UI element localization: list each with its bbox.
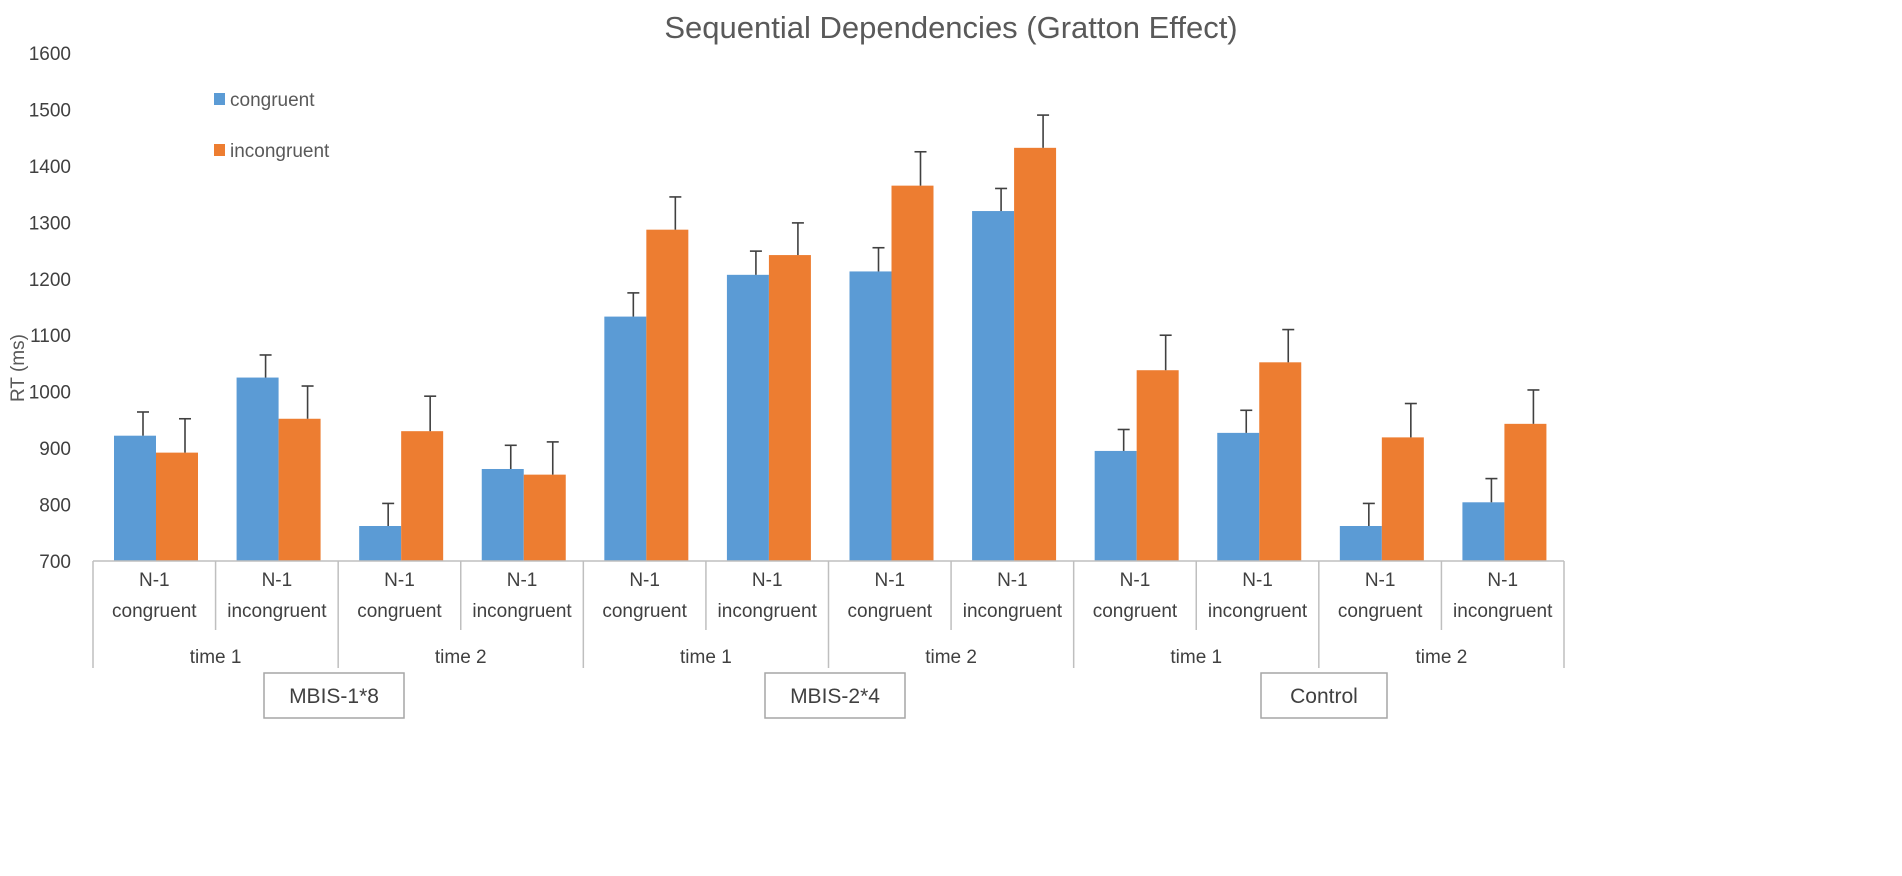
bar-congruent xyxy=(114,435,156,561)
legend: congruent incongruent xyxy=(214,90,330,162)
y-tick-label: 900 xyxy=(39,439,71,460)
legend-label-incongruent: incongruent xyxy=(230,141,330,162)
y-tick-label: 1500 xyxy=(29,100,71,121)
category-trial-label: congruent xyxy=(112,601,197,622)
condition-label: MBIS-1*8 xyxy=(289,685,379,708)
category-trial-label: congruent xyxy=(1093,601,1178,622)
y-tick-label: 1200 xyxy=(29,270,71,291)
category-trial-label: congruent xyxy=(1338,601,1423,622)
condition-label: Control xyxy=(1290,685,1358,708)
time-group-label: time 1 xyxy=(190,647,242,668)
legend-label-congruent: congruent xyxy=(230,90,315,111)
legend-swatch-incongruent xyxy=(214,144,225,156)
category-trial-label: incongruent xyxy=(963,601,1063,622)
time-group-label: time 2 xyxy=(925,647,977,668)
category-prev-label: N-1 xyxy=(1242,570,1273,591)
bar-incongruent xyxy=(1136,370,1179,561)
category-prev-label: N-1 xyxy=(629,570,660,591)
category-trial-label: incongruent xyxy=(718,601,818,622)
category-trial-label: incongruent xyxy=(472,601,572,622)
y-tick-label: 700 xyxy=(39,552,71,573)
bar-congruent xyxy=(849,271,892,561)
y-tick-label: 800 xyxy=(39,496,71,517)
category-prev-label: N-1 xyxy=(139,570,170,591)
category-prev-label: N-1 xyxy=(384,570,415,591)
condition-box xyxy=(1260,672,1388,719)
bar-congruent xyxy=(1462,502,1505,561)
bar-incongruent xyxy=(278,418,321,561)
bar-congruent xyxy=(481,468,524,561)
bar-congruent xyxy=(236,377,279,561)
y-tick-label: 1300 xyxy=(29,213,71,234)
time-group-label: time 1 xyxy=(680,647,732,668)
bar-incongruent xyxy=(891,185,934,561)
axis-lines xyxy=(92,560,1565,668)
chart-title: Sequential Dependencies (Gratton Effect) xyxy=(664,10,1237,45)
time-group-label: time 2 xyxy=(1416,647,1468,668)
bar-incongruent xyxy=(1259,362,1302,561)
bar-congruent xyxy=(726,274,769,561)
condition-label: MBIS-2*4 xyxy=(790,685,880,708)
category-trial-label: congruent xyxy=(848,601,933,622)
bar-congruent xyxy=(1217,432,1260,561)
y-tick-label: 1400 xyxy=(29,157,71,178)
bar-incongruent xyxy=(1504,423,1547,561)
y-axis-label: RT (ms) xyxy=(8,334,29,402)
category-prev-label: N-1 xyxy=(507,570,538,591)
bar-congruent xyxy=(359,526,402,561)
bar-congruent xyxy=(972,211,1015,562)
y-tick-label: 1000 xyxy=(29,383,71,404)
condition-labels: MBIS-1*8 MBIS-2*4 Control xyxy=(263,672,1388,719)
bar-incongruent xyxy=(156,452,198,561)
y-tick-label: 1100 xyxy=(30,326,71,347)
time-group-label: time 1 xyxy=(1170,647,1222,668)
time-group-label: time 2 xyxy=(435,647,487,668)
bars xyxy=(114,114,1547,562)
bar-incongruent xyxy=(1014,147,1057,561)
y-axis-ticks: 700 800 900 1000 1100 1200 1300 1400 1500 1600 xyxy=(29,44,71,573)
condition-box xyxy=(263,672,405,719)
category-prev-label: N-1 xyxy=(1120,570,1151,591)
category-trial-label: incongruent xyxy=(1208,601,1308,622)
bar-incongruent xyxy=(1381,437,1424,561)
category-prev-label: N-1 xyxy=(1487,570,1518,591)
bar-congruent xyxy=(604,316,647,561)
bar-incongruent xyxy=(646,229,689,561)
bar-congruent xyxy=(1094,450,1137,561)
bar-incongruent xyxy=(523,474,566,561)
bar-incongruent xyxy=(401,431,444,561)
category-prev-label: N-1 xyxy=(997,570,1028,591)
category-prev-label: N-1 xyxy=(752,570,783,591)
category-prev-label: N-1 xyxy=(1365,570,1396,591)
category-trial-label: congruent xyxy=(357,601,442,622)
category-prev-label: N-1 xyxy=(262,570,293,591)
category-trial-label: incongruent xyxy=(1453,601,1553,622)
category-trial-label: incongruent xyxy=(227,601,327,622)
x-axis-labels: N-1 congruent N-1 incongruent N-1 congruent N-… xyxy=(112,570,1553,668)
y-tick-label: 1600 xyxy=(29,44,71,65)
category-prev-label: N-1 xyxy=(874,570,905,591)
bar-congruent xyxy=(1339,526,1382,561)
legend-swatch-congruent xyxy=(214,93,225,105)
condition-box xyxy=(764,672,906,719)
bar-incongruent xyxy=(768,255,811,561)
category-trial-label: congruent xyxy=(602,601,687,622)
